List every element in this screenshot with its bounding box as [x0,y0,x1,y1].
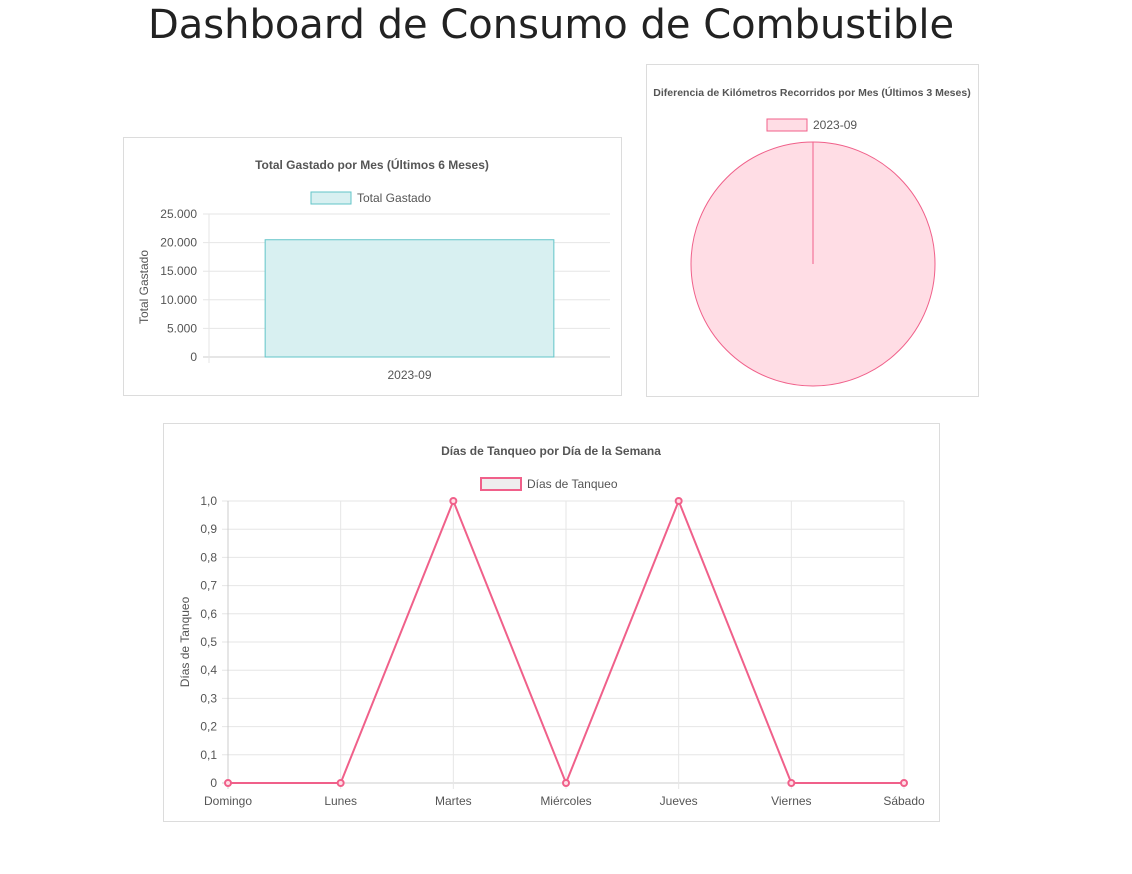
y-axis-label: Días de Tanqueo [178,596,192,687]
y-tick-label: 0 [190,350,197,364]
legend-label: Días de Tanqueo [527,477,618,491]
chart-title: Diferencia de Kilómetros Recorridos por … [653,86,970,99]
y-axis-label: Total Gastado [137,250,151,324]
x-tick-label: Domingo [204,794,252,808]
x-tick-label: Viernes [771,794,811,808]
legend-label: Total Gastado [357,191,431,205]
y-ticks: 0 5.000 10.000 15.000 20.000 25.000 [160,207,197,364]
y-tick-label: 0 [210,776,217,790]
y-tick-label: 0,4 [200,663,217,677]
pie-slices [690,141,936,387]
bars [264,239,555,358]
y-tick-label: 1,0 [200,494,217,508]
page-title: Dashboard de Consumo de Combustible [147,2,955,48]
line-chart-card: Días de Tanqueo por Día de la Semana Día… [163,423,940,822]
data-point [336,779,345,787]
legend[interactable]: Total Gastado [310,191,431,205]
x-ticks: Domingo Lunes Martes Miércoles Jueves Viernes… [204,794,925,808]
x-tick-label: Martes [435,794,472,808]
y-tick-label: 0,6 [200,607,217,621]
data-point [224,779,232,787]
x-ticks: 2023-09 [387,368,431,382]
y-tick-label: 0,1 [200,748,217,762]
legend-swatch [310,191,352,205]
y-tick-label: 0,9 [200,522,217,536]
data-point [449,497,458,505]
y-tick-label: 0,3 [200,691,217,705]
y-tick-label: 5.000 [167,321,197,335]
x-tick-label: Miércoles [540,794,591,808]
legend-swatch [480,477,522,491]
y-tick-label: 0,8 [200,550,217,564]
data-point [562,779,570,787]
y-tick-label: 10.000 [160,293,197,307]
y-tick-label: 25.000 [160,207,197,221]
y-tick-label: 0,7 [200,579,217,593]
chart-title: Total Gastado por Mes (Últimos 6 Meses) [255,157,489,172]
y-tick-label: 20.000 [160,236,197,250]
legend-label: 2023-09 [813,118,857,132]
line-series [224,497,908,787]
bar-chart-card: Total Gastado por Mes (Últimos 6 Meses) … [123,137,622,396]
chart-title: Días de Tanqueo por Día de la Semana [441,444,661,458]
bar [264,239,555,358]
line-chart: Días de Tanqueo por Día de la Semana Día… [178,444,925,808]
y-tick-label: 15.000 [160,264,197,278]
pie-chart-card: Diferencia de Kilómetros Recorridos por … [646,64,979,397]
x-tick-label: Jueves [660,794,698,808]
y-tick-label: 0,5 [200,635,217,649]
legend[interactable]: 2023-09 [766,118,857,132]
y-tick-label: 0,2 [200,720,217,734]
y-ticks: 0 0,1 0,2 0,3 0,4 0,5 0,6 0,7 0,8 0,9 1,0 [200,494,217,790]
legend-swatch [766,118,808,132]
pie-chart: Diferencia de Kilómetros Recorridos por … [653,86,971,387]
bar-chart: Total Gastado por Mes (Últimos 6 Meses) … [137,157,610,382]
data-point [787,779,796,787]
x-tick-label: Sábado [883,794,925,808]
data-point [674,497,683,505]
data-point [900,779,908,787]
grid-lines [222,500,905,789]
x-tick-label: 2023-09 [387,368,431,382]
x-tick-label: Lunes [324,794,357,808]
legend[interactable]: Días de Tanqueo [480,477,618,491]
